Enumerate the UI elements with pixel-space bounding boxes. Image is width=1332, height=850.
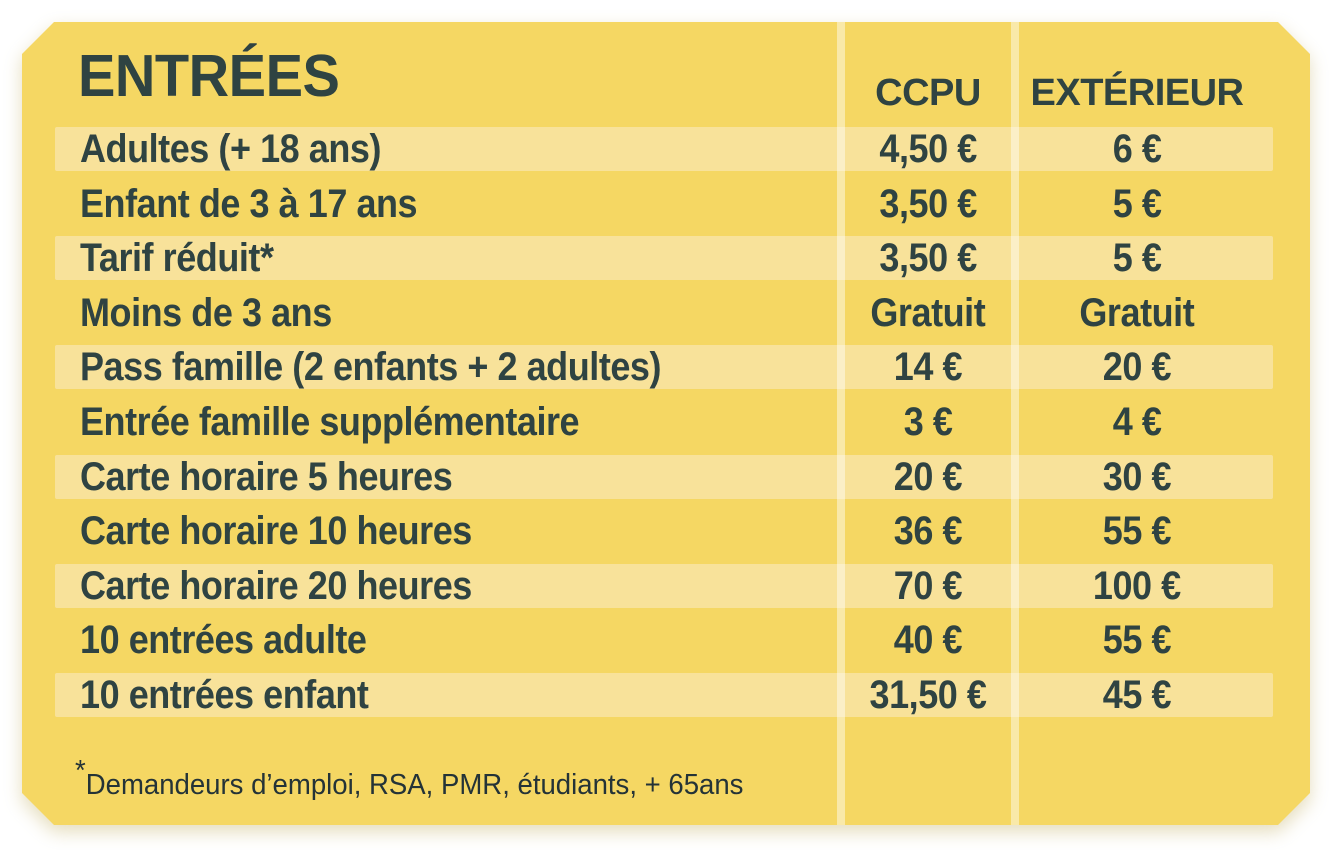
price-exterieur: 20 €: [1102, 345, 1172, 390]
table-row: Carte horaire 5 heures 20 € 30 €: [22, 455, 1310, 510]
price-ccpu: Gratuit: [870, 290, 986, 335]
price-ccpu: 36 €: [893, 509, 963, 554]
price-exterieur: 55 €: [1102, 618, 1172, 663]
row-label: Enfant de 3 à 17 ans: [80, 181, 418, 226]
price-exterieur: 5 €: [1112, 181, 1162, 226]
row-stripe: [55, 673, 1273, 717]
pricing-card-wrapper: ENTRÉES CCPU EXTÉRIEUR Adultes (+ 18 ans…: [22, 22, 1310, 825]
pricing-card: ENTRÉES CCPU EXTÉRIEUR Adultes (+ 18 ans…: [22, 22, 1310, 825]
price-exterieur: 45 €: [1102, 672, 1172, 717]
table-row: Adultes (+ 18 ans) 4,50 € 6 €: [22, 127, 1310, 182]
row-stripe: [55, 564, 1273, 608]
row-label: 10 entrées enfant: [80, 672, 369, 717]
price-ccpu: 20 €: [893, 454, 963, 499]
table-row: 10 entrées enfant 31,50 € 45 €: [22, 673, 1310, 728]
table-row: Carte horaire 20 heures 70 € 100 €: [22, 564, 1310, 619]
price-ccpu: 3 €: [903, 399, 953, 444]
row-label: Entrée famille supplémentaire: [80, 399, 580, 444]
row-label: Tarif réduit*: [80, 236, 274, 281]
table-row: Entrée famille supplémentaire 3 € 4 €: [22, 400, 1310, 455]
page-title: ENTRÉES: [78, 43, 340, 109]
price-ccpu: 3,50 €: [879, 181, 977, 226]
footnote: *Demandeurs d’emploi, RSA, PMR, étudiant…: [75, 755, 743, 802]
column-divider-right: [1011, 22, 1019, 825]
table-row: Enfant de 3 à 17 ans 3,50 € 5 €: [22, 182, 1310, 237]
row-label: Carte horaire 20 heures: [80, 563, 472, 608]
price-exterieur: 30 €: [1102, 454, 1172, 499]
price-ccpu: 3,50 €: [879, 236, 977, 281]
price-table-body: Adultes (+ 18 ans) 4,50 € 6 € Enfant de …: [22, 127, 1310, 728]
row-label: 10 entrées adulte: [80, 618, 367, 663]
row-label: Carte horaire 10 heures: [80, 509, 472, 554]
price-exterieur: 6 €: [1112, 127, 1162, 171]
footnote-text: Demandeurs d’emploi, RSA, PMR, étudiants…: [85, 769, 744, 801]
price-ccpu: 14 €: [893, 345, 963, 390]
price-ccpu: 40 €: [893, 618, 963, 663]
row-stripe: [55, 127, 1273, 171]
column-header-ccpu: CCPU: [875, 72, 981, 114]
price-ccpu: 70 €: [893, 563, 963, 608]
table-row: Moins de 3 ans Gratuit Gratuit: [22, 291, 1310, 346]
price-exterieur: Gratuit: [1079, 290, 1195, 335]
row-label: Moins de 3 ans: [80, 290, 332, 335]
column-divider-left: [837, 22, 845, 825]
price-exterieur: 5 €: [1112, 236, 1162, 281]
row-stripe: [55, 345, 1273, 389]
price-exterieur: 55 €: [1102, 509, 1172, 554]
table-row: Carte horaire 10 heures 36 € 55 €: [22, 509, 1310, 564]
row-stripe: [55, 236, 1273, 280]
row-label: Pass famille (2 enfants + 2 adultes): [80, 345, 662, 390]
row-label: Carte horaire 5 heures: [80, 454, 453, 499]
price-exterieur: 4 €: [1112, 399, 1162, 444]
table-row: Tarif réduit* 3,50 € 5 €: [22, 236, 1310, 291]
row-label: Adultes (+ 18 ans): [80, 127, 381, 171]
footnote-asterisk: *: [75, 755, 86, 787]
column-header-exterieur: EXTÉRIEUR: [1030, 72, 1244, 114]
table-row: 10 entrées adulte 40 € 55 €: [22, 618, 1310, 673]
price-exterieur: 100 €: [1093, 563, 1181, 608]
price-ccpu: 4,50 €: [879, 127, 977, 171]
price-ccpu: 31,50 €: [869, 672, 987, 717]
row-stripe: [55, 455, 1273, 499]
table-row: Pass famille (2 enfants + 2 adultes) 14 …: [22, 345, 1310, 400]
